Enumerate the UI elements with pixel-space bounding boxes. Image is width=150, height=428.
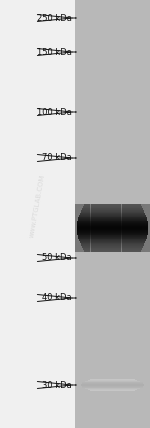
Bar [85, 204, 88, 252]
Bar [77, 224, 148, 225]
Bar [81, 244, 144, 245]
Bar [77, 227, 148, 228]
Bar [79, 238, 146, 239]
Bar [78, 219, 147, 220]
Text: 40 kDa: 40 kDa [42, 294, 72, 303]
Bar [137, 204, 140, 252]
Bar [79, 240, 146, 241]
Bar [84, 204, 141, 205]
Bar [93, 204, 96, 252]
Bar [103, 204, 106, 252]
Bar [109, 204, 111, 252]
Bar [79, 215, 146, 216]
Bar [81, 212, 144, 213]
Bar [98, 204, 101, 252]
Bar [78, 236, 147, 237]
Bar [84, 205, 141, 206]
Bar [75, 204, 78, 252]
Bar [83, 248, 142, 249]
Bar [96, 204, 98, 252]
Text: 70 kDa: 70 kDa [42, 154, 72, 163]
Text: 100 kDa: 100 kDa [37, 107, 72, 116]
Bar [81, 211, 144, 212]
Bar [142, 204, 145, 252]
Bar [82, 246, 143, 247]
Bar [122, 204, 124, 252]
Text: 150 kDa: 150 kDa [37, 48, 72, 56]
Bar [90, 390, 135, 391]
Bar [77, 232, 148, 233]
Bar [77, 230, 148, 231]
Bar [80, 214, 145, 215]
Bar [81, 384, 144, 385]
Bar [83, 204, 85, 252]
Bar [78, 235, 147, 236]
Bar [90, 204, 93, 252]
Bar [81, 245, 144, 246]
Bar [75, 0, 150, 428]
Bar [82, 209, 143, 210]
Bar [82, 383, 143, 384]
Bar [116, 204, 119, 252]
Bar [77, 228, 148, 229]
Bar [81, 385, 144, 386]
Bar [84, 252, 141, 253]
Bar [111, 204, 114, 252]
Bar [79, 216, 146, 217]
Bar [84, 382, 141, 383]
Bar [87, 380, 138, 381]
Bar [114, 204, 116, 252]
Bar [83, 249, 142, 250]
Bar [106, 204, 109, 252]
Bar [79, 239, 146, 240]
Bar [132, 204, 134, 252]
Bar [129, 204, 132, 252]
Bar [84, 387, 141, 388]
Bar [78, 217, 147, 218]
Bar [85, 388, 140, 389]
Bar [119, 204, 122, 252]
Bar [83, 206, 142, 207]
Text: 30 kDa: 30 kDa [42, 380, 72, 389]
Text: 50 kDa: 50 kDa [42, 253, 72, 262]
Bar [77, 234, 148, 235]
Bar [77, 222, 148, 223]
Bar [85, 381, 140, 382]
Bar [90, 379, 135, 380]
Bar [80, 241, 145, 242]
Bar [101, 204, 103, 252]
Bar [84, 251, 141, 252]
Bar [140, 204, 142, 252]
Bar [82, 247, 143, 248]
Bar [145, 204, 147, 252]
Bar [78, 220, 147, 221]
Bar [77, 226, 148, 227]
Bar [124, 204, 127, 252]
Bar [80, 242, 145, 243]
Bar [135, 204, 137, 252]
Bar [77, 225, 148, 226]
Text: 250 kDa: 250 kDa [37, 14, 72, 23]
Text: www.PTGLAB.COM: www.PTGLAB.COM [29, 173, 46, 238]
Bar [78, 204, 80, 252]
Bar [80, 204, 83, 252]
Bar [147, 204, 150, 252]
Bar [78, 218, 147, 219]
Bar [82, 208, 143, 209]
Bar [84, 250, 141, 251]
Bar [88, 204, 90, 252]
Bar [77, 231, 148, 232]
Bar [127, 204, 129, 252]
Bar [78, 237, 147, 238]
Bar [80, 243, 145, 244]
Bar [81, 210, 144, 211]
Bar [83, 207, 142, 208]
Bar [77, 233, 148, 234]
Bar [88, 389, 137, 390]
Bar [77, 223, 148, 224]
Bar [82, 386, 143, 387]
